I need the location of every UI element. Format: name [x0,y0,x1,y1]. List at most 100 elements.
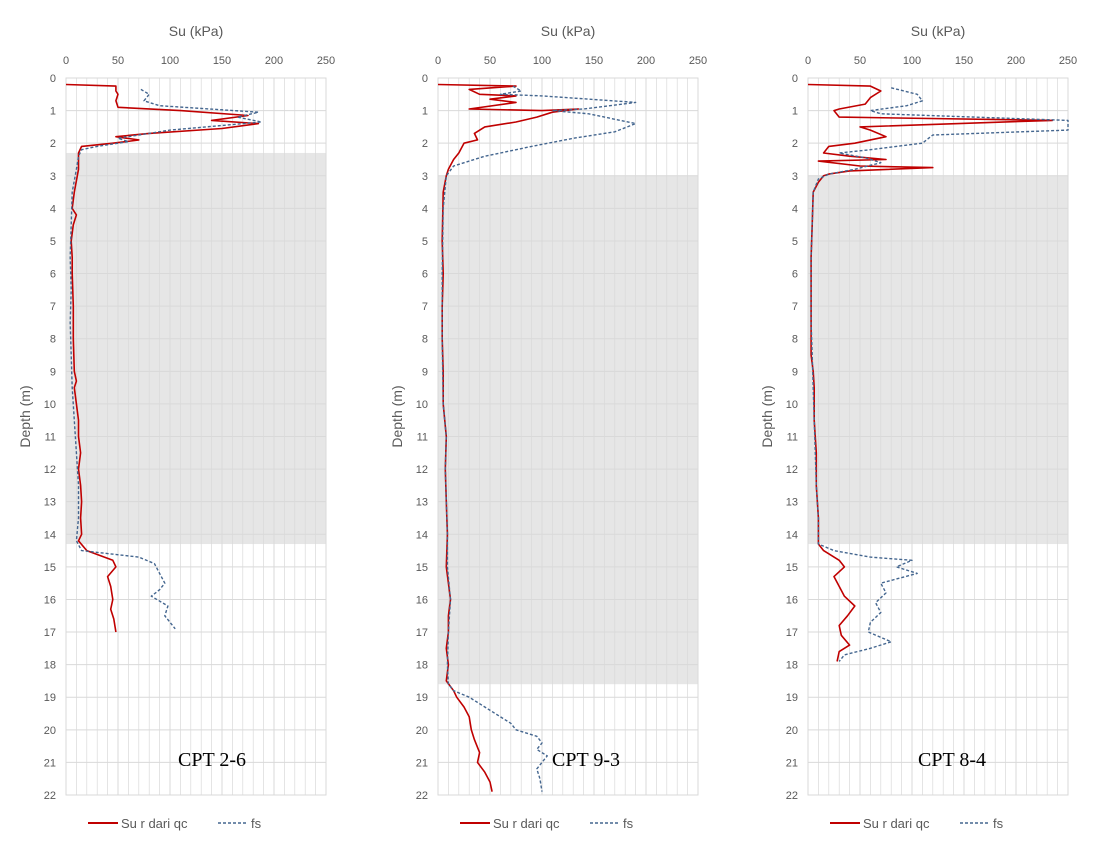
y-tick-label: 19 [416,692,428,704]
y-tick-label: 12 [44,464,56,476]
y-tick-label: 9 [50,366,56,378]
y-tick-label: 2 [792,138,798,150]
y-tick-label: 16 [786,594,798,606]
x-axis-title: Su (kPa) [169,23,223,39]
x-tick-label: 50 [112,55,124,67]
y-tick-label: 3 [50,171,56,183]
y-tick-label: 3 [792,171,798,183]
y-tick-label: 21 [786,757,798,769]
y-tick-label: 8 [792,334,798,346]
legend-label-fs: fs [251,816,262,831]
y-tick-label: 17 [44,627,56,639]
y-tick-label: 11 [417,432,428,444]
y-tick-label: 9 [792,366,798,378]
y-tick-label: 12 [416,464,428,476]
series-line-su-r [65,83,260,633]
y-tick-label: 7 [792,301,798,313]
y-tick-label: 10 [44,399,56,411]
y-tick-label: 13 [786,497,798,509]
x-tick-label: 100 [161,55,179,67]
y-tick-label: 5 [50,236,56,248]
y-tick-label: 11 [45,432,56,444]
x-tick-label: 250 [1059,55,1077,67]
x-tick-label: 100 [903,55,921,67]
y-tick-label: 16 [44,594,56,606]
y-tick-label: 3 [422,171,428,183]
shaded-layer [66,152,326,545]
y-tick-label: 14 [786,529,798,541]
y-tick-label: 18 [416,660,428,672]
y-tick-label: 0 [422,73,428,85]
chart-panel-2: 0 50 100 150 200 2500123456789101112131415161… [389,23,707,831]
y-tick-label: 18 [44,660,56,672]
plot-frame [807,77,1069,796]
y-tick-label: 19 [44,692,56,704]
y-tick-label: 7 [422,301,428,313]
x-tick-label: 0 [63,55,69,67]
y-tick-label: 13 [44,497,56,509]
y-tick-label: 0 [50,73,56,85]
y-tick-label: 6 [422,269,428,281]
y-tick-label: 22 [416,790,428,802]
y-tick-label: 22 [44,790,56,802]
y-axis-title: Depth (m) [17,385,33,447]
y-tick-label: 4 [792,203,798,215]
y-tick-label: 20 [44,725,56,737]
y-tick-label: 21 [416,757,428,769]
plot-frame [65,77,327,796]
y-tick-label: 14 [416,529,428,541]
y-tick-label: 16 [416,594,428,606]
series-line-fs [69,88,263,630]
series-line-fs [441,85,637,792]
x-tick-label: 150 [213,55,231,67]
x-tick-label: 250 [317,55,335,67]
chart-panel-1: 0 50 100 150 200 2500123456789101112131415161… [17,23,335,831]
y-tick-label: 1 [422,106,428,118]
x-tick-label: 200 [265,55,283,67]
legend-label-su-r: Su r dari qc [493,816,560,831]
cpt-label: CPT 8-4 [918,749,986,771]
x-tick-label: 50 [854,55,866,67]
legend-label-su-r: Su r dari qc [121,816,188,831]
x-tick-label: 200 [1007,55,1025,67]
y-tick-label: 12 [786,464,798,476]
y-tick-label: 6 [50,269,56,281]
x-axis-title: Su (kPa) [541,23,595,39]
y-tick-label: 1 [792,106,798,118]
y-tick-label: 21 [44,757,56,769]
y-tick-label: 4 [50,203,56,215]
y-tick-label: 15 [44,562,56,574]
legend: Su r dari qc fs [88,816,262,831]
y-tick-label: 5 [792,236,798,248]
y-tick-label: 14 [44,529,56,541]
y-tick-label: 19 [786,692,798,704]
cpt-label: CPT 9-3 [552,749,620,771]
x-axis-title: Su (kPa) [911,23,965,39]
legend-label-fs: fs [993,816,1004,831]
x-tick-label: 0 [805,55,811,67]
y-tick-label: 6 [792,269,798,281]
cpt-label: CPT 2-6 [178,749,246,771]
y-tick-label: 1 [50,106,56,118]
x-tick-label: 200 [637,55,655,67]
y-tick-label: 8 [50,334,56,346]
shaded-layer [808,175,1068,545]
x-tick-label: 150 [585,55,603,67]
series-line-fs [810,87,1069,662]
legend: Su r dari qc fs [460,816,634,831]
shaded-layer [438,175,698,685]
x-tick-label: 150 [955,55,973,67]
y-tick-label: 10 [786,399,798,411]
y-tick-label: 7 [50,301,56,313]
y-tick-label: 0 [792,73,798,85]
y-tick-label: 8 [422,334,428,346]
y-tick-label: 20 [786,725,798,737]
y-tick-label: 5 [422,236,428,248]
x-tick-label: 100 [533,55,551,67]
chart-panel-3: 0 50 100 150 200 2500123456789101112131415161… [759,23,1077,831]
y-tick-label: 17 [416,627,428,639]
y-tick-label: 2 [50,138,56,150]
x-tick-label: 0 [435,55,441,67]
